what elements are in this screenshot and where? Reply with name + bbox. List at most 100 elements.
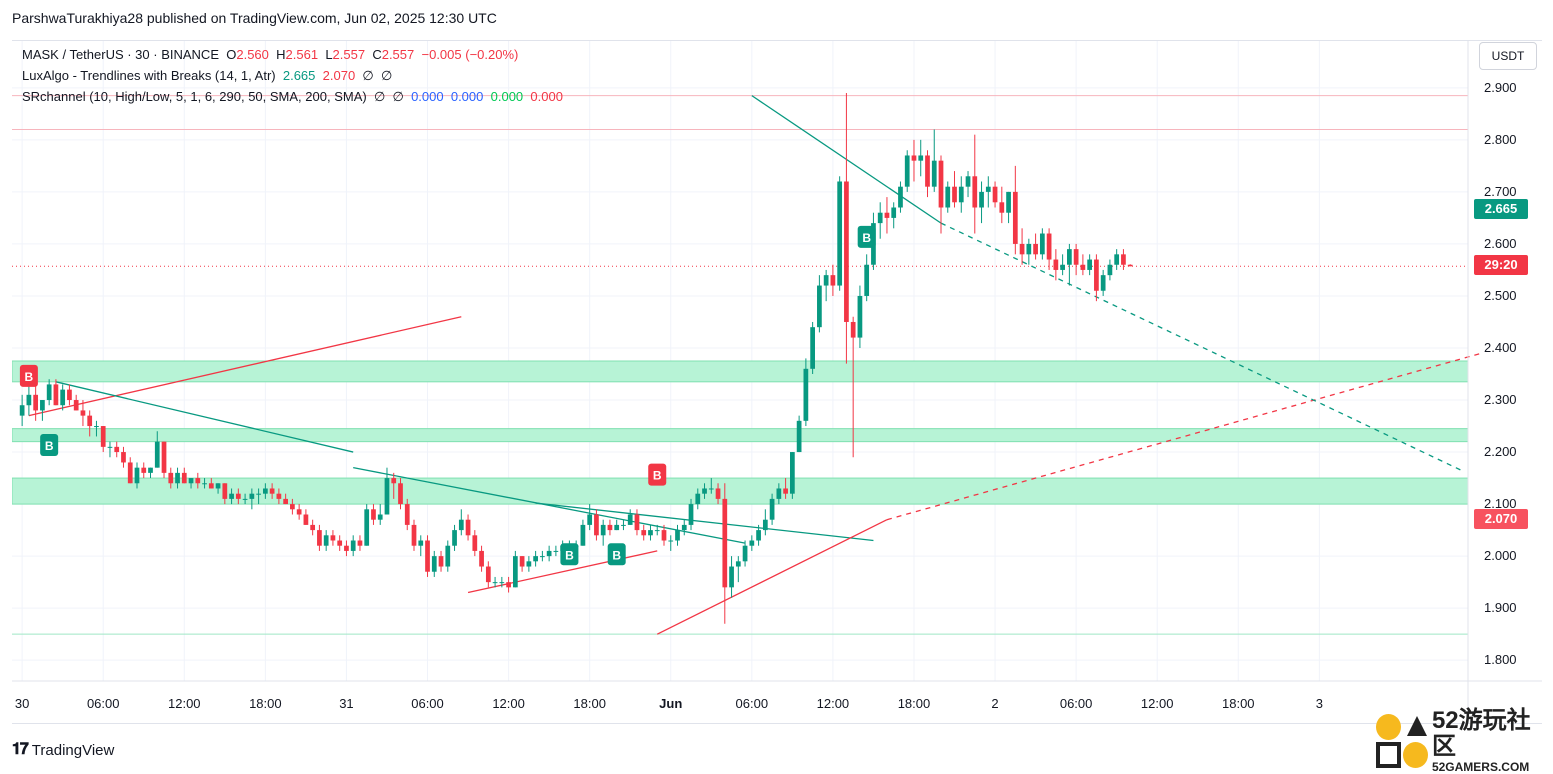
candle — [931, 129, 937, 192]
trendline — [656, 519, 888, 635]
candle — [364, 504, 370, 546]
candle — [195, 472, 201, 489]
close-value: 2.557 — [381, 47, 415, 62]
candle — [587, 504, 593, 531]
open-value: 2.560 — [236, 47, 269, 62]
candle — [526, 556, 532, 572]
candle — [1107, 259, 1113, 281]
candle-body — [19, 405, 25, 416]
candle-body — [445, 545, 451, 567]
signal-box — [607, 543, 626, 566]
candle — [803, 358, 809, 427]
candle-body — [175, 472, 180, 484]
candle — [371, 504, 376, 525]
candle-body — [668, 540, 674, 542]
candle-body — [972, 176, 978, 208]
candle — [891, 202, 897, 229]
legend-srchannel-row[interactable]: SRchannel (10, High/Low, 5, 1, 6, 290, 5… — [22, 86, 563, 107]
y-tick-label: 2.100 — [1484, 496, 1517, 511]
candle-body — [256, 493, 261, 495]
candle — [1114, 249, 1120, 270]
candle-body — [330, 535, 336, 541]
candle-body — [1100, 275, 1106, 291]
chart-pane[interactable]: B B B B B B 1.800 1.900 2.000 2.100 2.200 2.300 2.40… — [12, 40, 1542, 724]
candle — [769, 493, 775, 525]
candle — [465, 514, 471, 541]
candle — [114, 441, 120, 458]
candle-body — [580, 524, 586, 546]
candle-body — [742, 545, 748, 562]
candle-body — [1026, 243, 1032, 255]
tradingview-logo[interactable]: 𝟏𝟕 TradingView — [12, 741, 114, 759]
candle — [614, 519, 620, 531]
close-label: C — [372, 47, 382, 62]
candle-body — [472, 535, 478, 551]
candle-body — [276, 493, 282, 499]
x-tick-label: Jun — [659, 696, 682, 711]
candle-body — [67, 389, 72, 401]
trendline — [535, 502, 874, 542]
currency-button[interactable]: USDT — [1479, 42, 1537, 70]
y-tick-label: 2.600 — [1484, 236, 1517, 251]
candle-body — [323, 535, 329, 546]
candle — [1080, 254, 1086, 276]
x-tick-label: 2 — [991, 696, 998, 711]
candle-body — [654, 530, 660, 532]
luxalgo-value-1: 2.665 — [282, 68, 316, 83]
candle — [283, 493, 288, 505]
candle-body — [729, 566, 734, 588]
candle-body — [283, 498, 288, 505]
candle-body — [627, 514, 633, 525]
y-tick-label: 2.000 — [1484, 548, 1517, 563]
candle — [979, 181, 984, 224]
candle — [1087, 254, 1093, 276]
candle-body — [337, 540, 343, 546]
watermark-url: 52GAMERS.COM — [1431, 760, 1530, 774]
candle — [999, 186, 1005, 224]
candle-body — [1114, 254, 1120, 265]
candle-body — [891, 207, 897, 218]
publisher-credit: ParshwaTurakhiya28 published on TradingV… — [12, 10, 497, 26]
candle-body — [134, 467, 140, 484]
candle — [148, 467, 153, 479]
legend-luxalgo-row[interactable]: LuxAlgo - Trendlines with Breaks (14, 1,… — [22, 65, 563, 86]
candle — [607, 519, 613, 536]
candle-body — [965, 176, 971, 187]
legend-symbol-row: MASK / TetherUS · 30 · BINANCE O2.560 H2… — [22, 44, 563, 65]
candle-body — [533, 556, 538, 562]
y-tick-label: 2.200 — [1484, 444, 1517, 459]
candle-body — [688, 504, 694, 525]
signal-text: B — [45, 439, 54, 453]
candle — [438, 550, 444, 572]
candle-body — [999, 202, 1005, 213]
candle-body — [161, 441, 167, 473]
candle — [202, 478, 207, 489]
candle — [830, 264, 836, 296]
candle — [222, 483, 228, 505]
candle-body — [1033, 243, 1038, 255]
candle — [411, 519, 417, 551]
candle — [154, 431, 160, 468]
candle-body — [506, 582, 511, 588]
candle-body — [492, 582, 498, 584]
candle-body — [121, 452, 126, 463]
candle-body — [107, 446, 113, 448]
y-tick-label: 2.700 — [1484, 184, 1517, 199]
candle-body — [425, 540, 430, 572]
candle-body — [350, 540, 356, 551]
legend-symbol[interactable]: MASK / TetherUS · 30 · BINANCE — [22, 47, 219, 62]
candle-body — [188, 478, 194, 484]
candlestick-chart[interactable]: B B B B B B 1.800 1.900 2.000 2.100 2.200 2.300 2.40… — [12, 41, 1542, 723]
candle — [877, 202, 883, 239]
candle — [53, 379, 59, 406]
candle-body — [87, 415, 93, 427]
candle — [722, 483, 728, 624]
candle-body — [384, 478, 390, 515]
low-label: L — [325, 47, 333, 62]
candle — [310, 519, 316, 536]
candle-body — [215, 483, 221, 489]
candle — [992, 181, 998, 208]
high-value: 2.561 — [285, 47, 319, 62]
candle-body — [357, 540, 363, 546]
candle-body — [404, 504, 410, 525]
